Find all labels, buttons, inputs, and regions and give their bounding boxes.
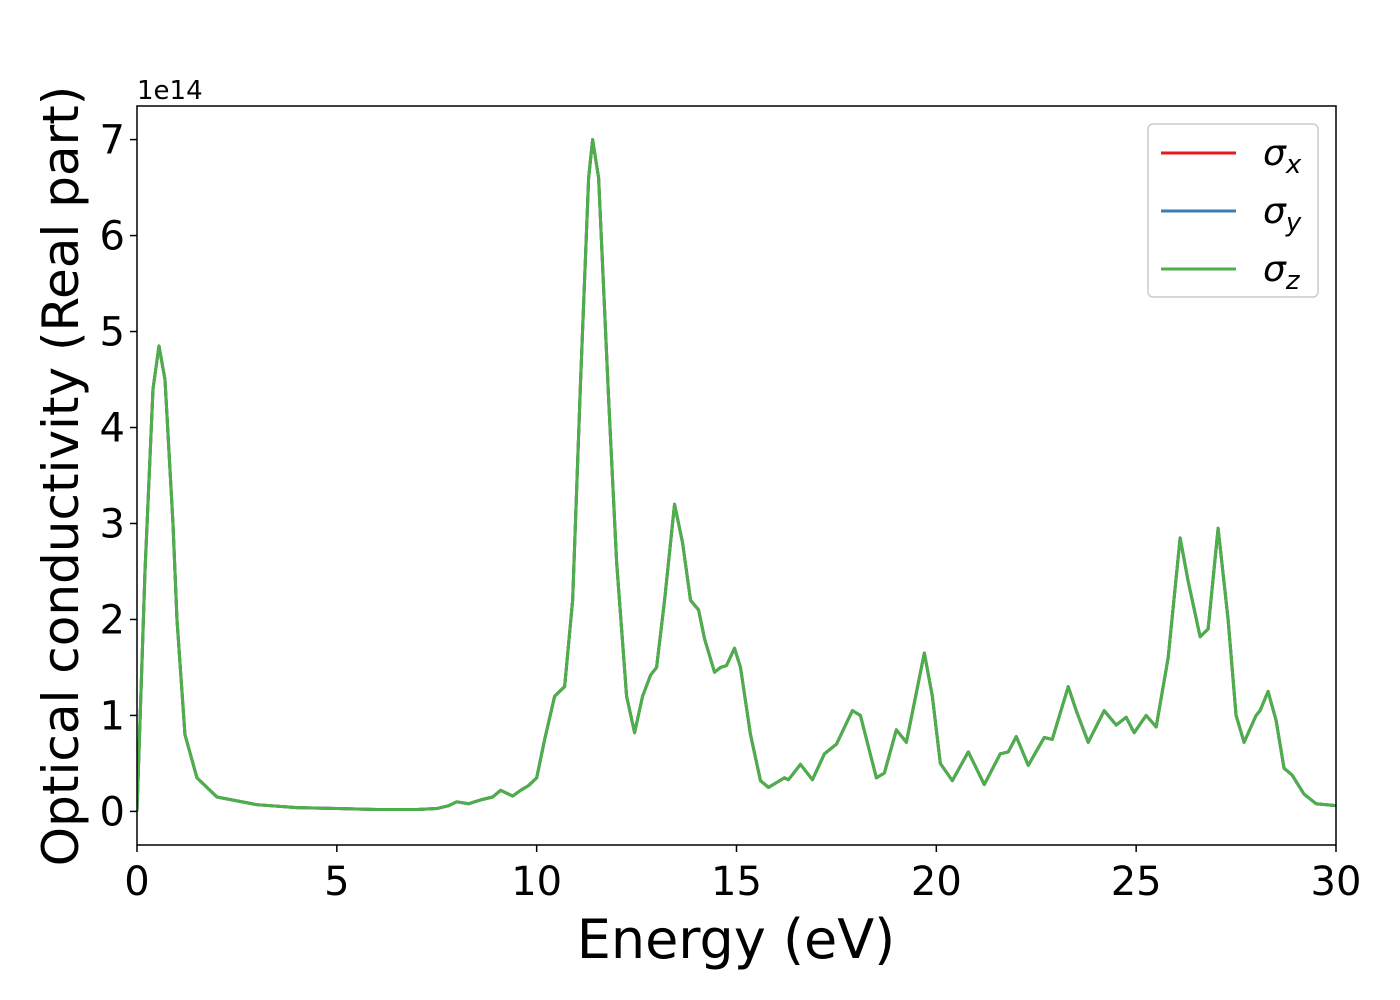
y-axis-label: Optical conductivity (Real part) [32, 86, 90, 867]
y-tick-label: 4 [100, 406, 125, 452]
y-tick-label: 0 [100, 789, 125, 835]
legend-label: σz [1263, 249, 1301, 296]
x-tick-label: 0 [124, 859, 149, 905]
plot-frame [136, 105, 1337, 846]
legend-label: σy [1263, 191, 1302, 238]
x-tick-label: 25 [1111, 859, 1162, 905]
line-series [137, 138, 1336, 812]
y-tick-label: 5 [100, 310, 125, 356]
x-tick-label: 15 [711, 859, 762, 905]
y-tick-label: 6 [100, 214, 125, 260]
y-tick-label: 1 [100, 693, 125, 739]
y-tick-label: 7 [100, 118, 125, 164]
offset-label: 1e14 [137, 76, 203, 106]
y-tick-label: 2 [100, 597, 125, 643]
x-tick-label: 30 [1311, 859, 1362, 905]
legend-label: σx [1263, 133, 1302, 180]
x-axis-label: Energy (eV) [577, 908, 896, 971]
x-tick-label: 20 [911, 859, 962, 905]
x-tick-label: 10 [511, 859, 562, 905]
x-tick-label: 5 [324, 859, 349, 905]
y-tick-label: 3 [100, 501, 125, 547]
